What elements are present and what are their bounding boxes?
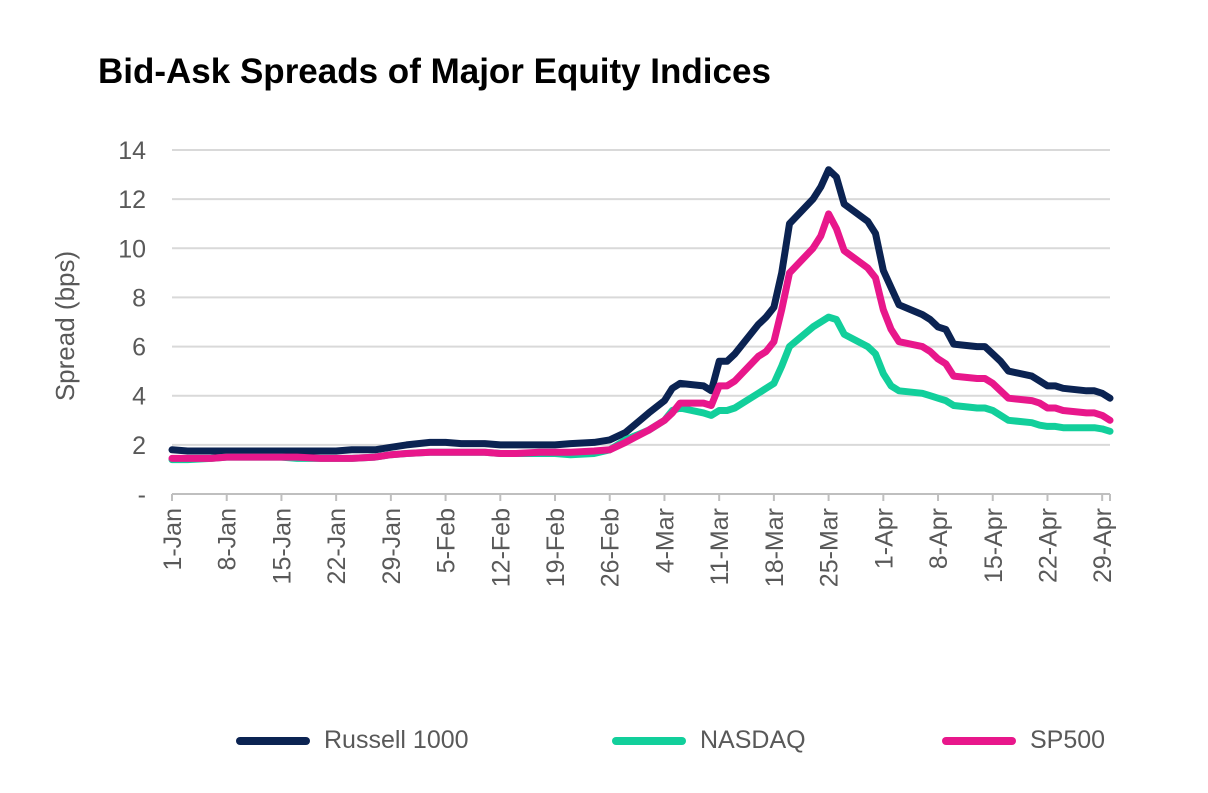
y-tick-label: 6 [132,334,146,362]
series-line-russell-1000 [168,166,1114,455]
legend-swatch-sp500 [942,736,1016,745]
series-line-sp500 [168,210,1114,462]
y-tick-label: - [138,481,146,509]
x-axis [171,493,1111,501]
x-tick-label: 22-Apr [1034,508,1062,583]
legend-label-russell-1000: Russell 1000 [324,726,469,754]
y-tick-label: 10 [118,235,146,263]
x-tick-label: 4-Mar [651,508,679,573]
x-tick-label: 15-Apr [980,508,1008,583]
x-tick-label: 1-Apr [870,508,898,569]
x-tick-label: 25-Mar [816,508,844,587]
x-tick-label: 29-Apr [1089,508,1117,583]
x-tick-label: 22-Jan [323,508,351,584]
y-tick-label: 2 [132,432,146,460]
legend-item-nasdaq: NASDAQ [612,726,806,755]
x-tick-label: 15-Jan [268,508,296,584]
y-tick-label: 8 [132,284,146,312]
x-tick-label: 19-Feb [542,508,570,587]
y-tick-label: 14 [118,137,146,165]
x-tick-label: 8-Apr [925,508,953,569]
line-chart: - 2 4 6 8 10 12 14 1-Jan 8-Jan 15-Jan 22-Jan 29-Jan… [50,137,1117,587]
x-tick-label: 11-Mar [706,508,734,585]
legend-swatch-nasdaq [612,736,686,745]
legend-swatch-russell-1000 [236,736,310,745]
y-tick-label: 12 [118,186,146,214]
x-tick-label: 5-Feb [433,508,461,573]
chart-title: Bid-Ask Spreads of Major Equity Indices [98,52,771,91]
series-lines [168,166,1114,464]
y-axis-ticks: - 2 4 6 8 10 12 14 [118,137,146,509]
legend-item-sp500: SP500 [942,726,1105,755]
series-line-nasdaq [168,313,1114,464]
y-tick-label: 4 [132,383,146,411]
legend-item-russell-1000: Russell 1000 [236,726,469,755]
legend-label-sp500: SP500 [1030,726,1106,754]
x-axis-ticks: 1-Jan 8-Jan 15-Jan 22-Jan 29-Jan 5-Feb 12-Feb 1… [159,508,1117,587]
y-axis-title: Spread (bps) [50,251,80,401]
x-tick-label: 8-Jan [214,508,242,571]
x-tick-label: 1-Jan [159,508,187,571]
legend-label-nasdaq: NASDAQ [700,726,806,754]
legend: Russell 1000 NASDAQ SP500 [0,726,1208,762]
x-tick-label: 18-Mar [761,508,789,587]
x-tick-label: 26-Feb [597,508,625,587]
x-tick-label: 12-Feb [487,508,515,587]
x-tick-label: 29-Jan [378,508,406,584]
gridlines [172,149,1110,446]
